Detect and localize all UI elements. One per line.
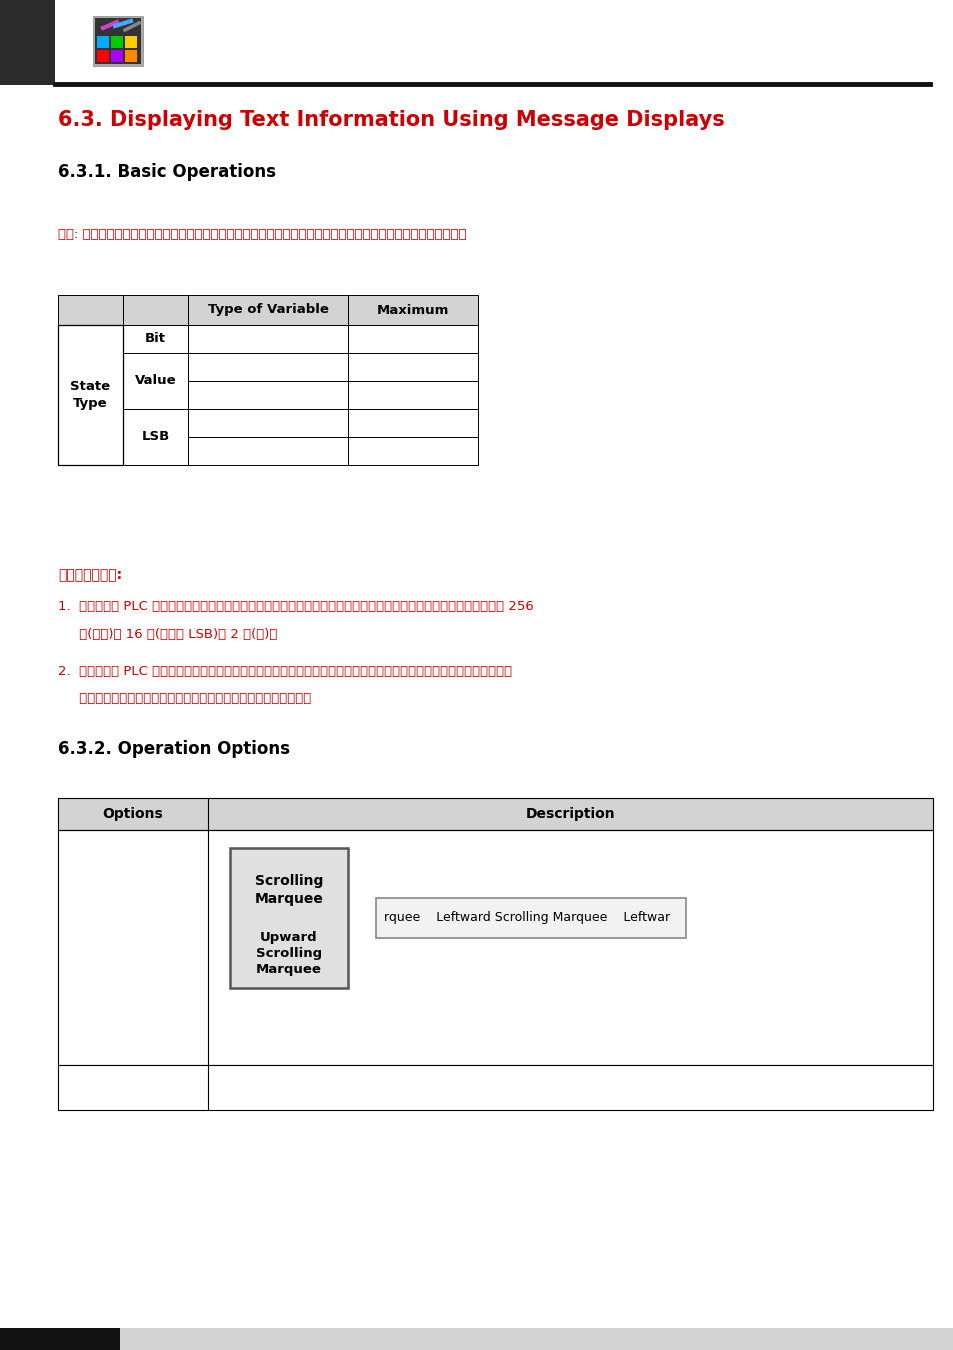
Bar	[123, 325, 188, 352]
Bar	[188, 437, 348, 464]
Bar	[58, 798, 932, 830]
Bar	[123, 381, 188, 409]
Text: rquee    Leftward Scrolling Marquee    Leftwar: rquee Leftward Scrolling Marquee Leftwar	[384, 911, 669, 925]
Bar	[58, 296, 123, 325]
Text: 訊息顯示有二種:: 訊息顯示有二種:	[58, 568, 122, 582]
Bar	[188, 381, 348, 409]
Bar	[188, 352, 348, 381]
Bar	[123, 296, 188, 325]
Bar	[58, 296, 477, 325]
Bar	[125, 36, 137, 49]
Bar	[125, 50, 137, 62]
Text: 1.  觸控屏讀取 PLC 之接點狀態或暫存器値，自動依據各對應狀態規劃物件內容直接顯示在觸控屏幕上。狀態數最多可達 256: 1. 觸控屏讀取 PLC 之接點狀態或暫存器値，自動依據各對應狀態規劃物件內容直…	[58, 599, 533, 613]
Bar	[123, 409, 188, 464]
Text: 字依序由右至左移動顯示，設計時可控制每次移動的字數與速度。: 字依序由右至左移動顯示，設計時可控制每次移動的字數與速度。	[58, 693, 311, 705]
Bar	[0, 1328, 953, 1350]
Bar	[123, 437, 188, 464]
Bar	[58, 1065, 932, 1110]
Text: State
Type: State Type	[71, 379, 111, 410]
Bar	[375, 898, 685, 938]
Bar	[92, 16, 143, 66]
Bar	[188, 296, 348, 325]
Bar	[123, 409, 188, 464]
Bar	[188, 325, 348, 352]
Text: Maximum: Maximum	[376, 304, 449, 316]
Text: Value: Value	[134, 374, 176, 387]
Text: 2.  觸控屏讀取 PLC 之接點狀態或暫存器値，自動依據各對應狀態規劃物件內容逐一顯示在觸控屏幕上，文字顯示效果為文: 2. 觸控屏讀取 PLC 之接點狀態或暫存器値，自動依據各對應狀態規劃物件內容逐…	[58, 666, 512, 678]
Bar	[230, 848, 348, 988]
Bar	[58, 830, 932, 1065]
Bar	[348, 437, 477, 464]
Bar	[123, 352, 188, 381]
Bar	[123, 352, 188, 409]
Bar	[348, 409, 477, 437]
Bar	[348, 352, 477, 381]
Text: Bit: Bit	[145, 332, 166, 346]
Bar	[123, 352, 188, 409]
Bar	[58, 325, 123, 464]
Bar	[58, 325, 123, 352]
Bar	[123, 409, 188, 437]
Bar	[0, 0, 55, 85]
Text: 提示: 訊息顯示和指示燈的主要差別處是：訊息顯示的內容只有文字，不能用圖檔，而指示燈內容可用文字和圖檔。: 提示: 訊息顯示和指示燈的主要差別處是：訊息顯示的內容只有文字，不能用圖檔，而指…	[58, 228, 466, 242]
Text: 個(數値)或 16 個(最低位 LSB)或 2 個(位)。: 個(數値)或 16 個(最低位 LSB)或 2 個(位)。	[58, 628, 277, 641]
Bar	[97, 36, 109, 49]
Bar	[111, 36, 123, 49]
Bar	[111, 50, 123, 62]
Bar	[348, 325, 477, 352]
Bar	[58, 352, 123, 381]
Text: Scrolling
Marquee: Scrolling Marquee	[254, 873, 323, 906]
Text: Options: Options	[103, 807, 163, 821]
Bar	[58, 798, 932, 830]
Text: Upward
Scrolling
Marquee: Upward Scrolling Marquee	[255, 930, 322, 976]
Bar	[188, 409, 348, 437]
Bar	[95, 18, 141, 63]
Bar	[58, 437, 123, 464]
Bar	[348, 296, 477, 325]
Text: 6.3.2. Operation Options: 6.3.2. Operation Options	[58, 740, 290, 757]
Bar	[58, 409, 123, 437]
Text: Description: Description	[525, 807, 615, 821]
Bar	[58, 381, 123, 409]
Text: 6.3.1. Basic Operations: 6.3.1. Basic Operations	[58, 163, 275, 181]
Bar	[97, 50, 109, 62]
Text: 6.3. Displaying Text Information Using Message Displays: 6.3. Displaying Text Information Using M…	[58, 109, 724, 130]
Text: LSB: LSB	[141, 431, 170, 444]
Bar	[348, 381, 477, 409]
Text: Type of Variable: Type of Variable	[208, 304, 328, 316]
Bar	[0, 1328, 120, 1350]
Bar	[58, 325, 123, 464]
